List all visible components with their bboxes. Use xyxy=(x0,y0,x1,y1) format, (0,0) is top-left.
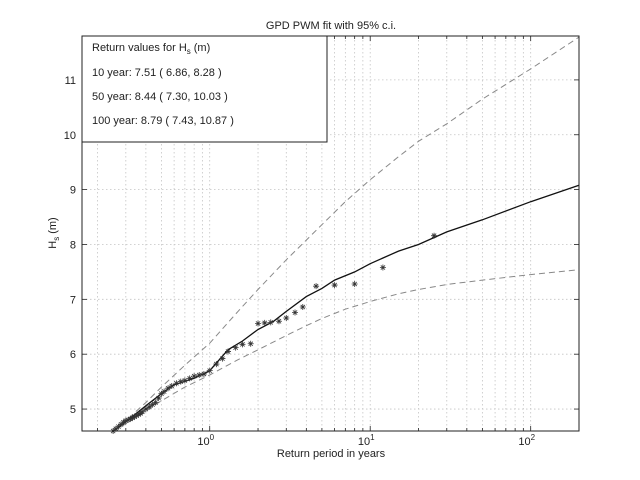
data-point-marker xyxy=(142,406,149,413)
data-point-marker xyxy=(351,280,358,287)
data-point-marker xyxy=(292,309,299,316)
data-point-marker xyxy=(219,355,226,362)
data-point-marker xyxy=(267,319,274,326)
data-point-marker xyxy=(133,412,140,419)
data-point-marker xyxy=(225,348,232,355)
y-tick-label: 5 xyxy=(70,404,76,416)
annotation-title: Return values for Hs (m) xyxy=(92,42,210,56)
points-layer xyxy=(110,232,438,434)
x-tick-label: 100 xyxy=(197,433,214,448)
annotation-line-50-year: 50 year: 8.44 ( 7.30, 10.03 ) xyxy=(92,91,228,103)
data-point-marker xyxy=(152,399,159,406)
data-point-marker xyxy=(283,314,290,321)
x-tick-label: 102 xyxy=(518,433,535,448)
data-point-marker xyxy=(186,375,193,382)
y-tick-label: 7 xyxy=(70,294,76,306)
data-point-marker xyxy=(177,378,184,385)
x-tick-label-exponent: 2 xyxy=(531,433,536,442)
data-point-marker xyxy=(168,383,175,390)
data-point-marker xyxy=(431,232,438,239)
annotation-line-10-year: 10 year: 7.51 ( 6.86, 8.28 ) xyxy=(92,67,222,79)
data-point-marker xyxy=(155,395,162,402)
x-tick-label-exponent: 0 xyxy=(210,433,215,442)
data-point-marker xyxy=(146,403,153,410)
data-point-marker xyxy=(149,401,156,408)
data-point-marker xyxy=(213,361,220,368)
data-point-marker xyxy=(206,367,213,374)
y-tick-label: 11 xyxy=(65,75,76,87)
data-point-marker xyxy=(173,380,180,387)
y-tick-label: 8 xyxy=(70,239,76,251)
data-point-marker xyxy=(261,319,268,326)
annotation-box: Return values for Hs (m) 10 year: 7.51 ( … xyxy=(81,35,328,143)
confidence-bound-line xyxy=(112,269,580,432)
confidence-bound-line xyxy=(112,36,580,432)
data-point-marker xyxy=(135,411,142,418)
data-point-marker xyxy=(239,341,246,348)
data-point-marker xyxy=(299,304,306,311)
chart-title: GPD PWM fit with 95% c.i. xyxy=(266,20,396,32)
data-point-marker xyxy=(112,425,119,432)
annotation-title-main: Return values for H xyxy=(92,42,187,54)
x-tick-label: 101 xyxy=(358,433,375,448)
data-point-marker xyxy=(127,415,134,422)
plot-frame xyxy=(81,35,580,432)
annotation-box-frame xyxy=(81,35,328,143)
data-point-marker xyxy=(379,264,386,271)
data-point-marker xyxy=(122,417,129,424)
y-axis-label-sub: s xyxy=(52,237,61,241)
data-point-marker xyxy=(275,318,282,325)
annotation-line-100-year: 100 year: 8.79 ( 7.43, 10.87 ) xyxy=(92,115,234,127)
data-point-marker xyxy=(331,282,338,289)
data-point-marker xyxy=(129,414,136,421)
annotation-title-sub: s xyxy=(187,47,191,56)
data-point-marker xyxy=(161,388,168,395)
grid xyxy=(82,36,579,431)
y-axis-label-main: H xyxy=(47,241,59,249)
data-point-marker xyxy=(196,372,203,379)
y-tick-label: 10 xyxy=(64,130,76,142)
y-axis-label: Hs (m) xyxy=(47,217,61,248)
data-point-marker xyxy=(131,413,138,420)
data-point-marker xyxy=(139,408,146,415)
data-point-marker xyxy=(165,385,172,392)
data-point-marker xyxy=(191,373,198,380)
y-axis-label-unit: (m) xyxy=(47,217,59,234)
x-axis-label: Return period in years xyxy=(277,448,386,460)
data-point-marker xyxy=(232,344,239,351)
x-tick-label-base: 10 xyxy=(518,436,530,448)
data-point-marker xyxy=(120,419,127,426)
annotation-title-unit: (m) xyxy=(194,42,211,54)
data-point-marker xyxy=(313,283,320,290)
data-point-marker xyxy=(200,370,207,377)
y-tick-label: 6 xyxy=(70,349,76,361)
data-point-marker xyxy=(247,340,254,347)
x-tick-label-exponent: 1 xyxy=(370,433,375,442)
data-point-marker xyxy=(255,320,262,327)
data-point-marker xyxy=(115,423,122,430)
x-tick-label-base: 10 xyxy=(197,436,209,448)
x-tick-label-base: 10 xyxy=(358,436,370,448)
data-point-marker xyxy=(118,421,125,428)
y-tick-label: 9 xyxy=(70,185,76,197)
data-point-marker xyxy=(125,417,132,424)
data-point-marker xyxy=(158,390,165,397)
data-point-marker xyxy=(181,377,188,384)
